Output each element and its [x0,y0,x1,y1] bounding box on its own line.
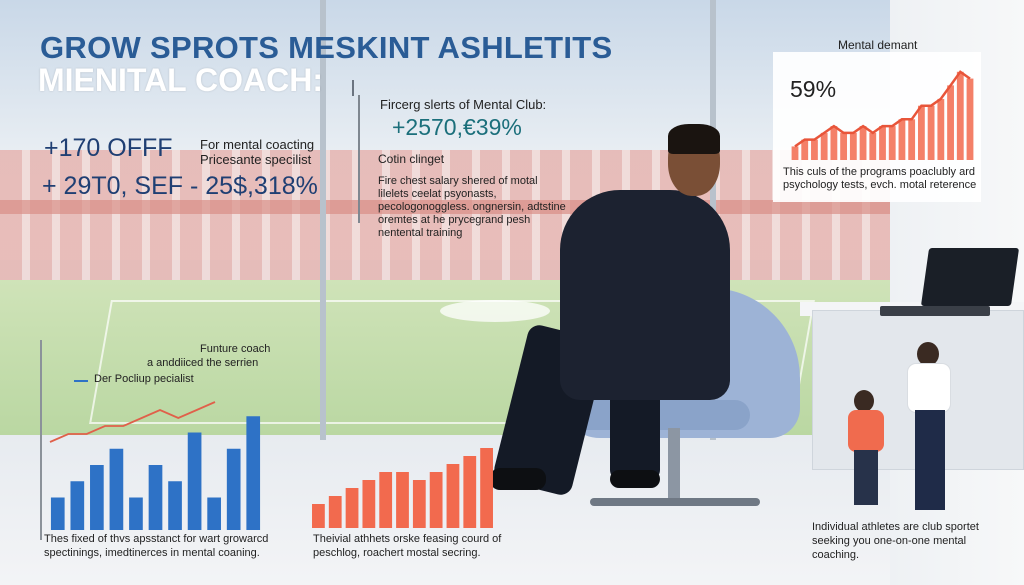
demand-bar [956,71,964,160]
demand-line [794,70,971,148]
stat-growth: + 29T0, SEF - 25$,318% [42,172,318,200]
individual-athletes-caption: Individual athletes are club sportet see… [812,521,979,561]
window-frame-left [320,0,326,440]
athlete-female-shirt [848,410,884,452]
demand-bar [966,78,974,160]
specialist-growth-caption: Thes fixed of thvs apsstanct for wart gr… [44,533,269,559]
stat-offer: +170 OFFF [44,134,173,162]
demand-bar [908,119,916,160]
mental-demand-card [773,52,981,202]
mental-demand-percent: 59% [790,76,837,102]
athletes-bar [396,472,409,528]
demand-bar [791,146,799,160]
demand-bar [869,132,877,160]
athletes-bar [328,496,342,528]
demand-bar [947,85,954,160]
demand-bar [830,126,838,160]
demand-bar [898,119,906,160]
demand-bar [811,139,818,160]
demand-bar [849,132,857,160]
mental-club-note: Fircerg slerts of Mental Club: [380,97,547,112]
section-subtitle: Cotin clinget [378,152,445,166]
specialist-bar [90,465,104,530]
growth-trend-line [49,401,216,443]
demand-bar [801,139,809,160]
headline-line-1: GROW SPROTS MESKINT ASHLETITS [40,30,613,65]
athletes-bar [362,480,376,528]
legend-swatch [74,380,88,382]
text-cursor [352,80,354,96]
coach-figure [560,190,730,400]
athlete-female-legs [854,450,878,505]
athlete-male-head [917,342,939,366]
salary-paragraph: Fire chest salary shered of motal lilele… [378,175,566,239]
athletes-bar [379,472,393,528]
mental-club-stat: +2570,€39% [392,114,522,140]
specialist-bar [226,448,241,530]
coach-shoe [610,470,660,488]
coach-shoe [490,468,546,490]
demand-bar [859,126,867,160]
laptop-base [880,306,990,316]
athletes-bar [312,504,325,528]
demand-bar [888,126,896,160]
specialist-bar [70,481,85,530]
mental-demand-title: Mental demant [838,38,918,52]
laptop-icon [920,248,1020,306]
athletes-bar [412,480,426,528]
athletes-bar-caption: Theivial athhets orske feasing courd of … [313,533,502,559]
specialist-bar [207,497,221,530]
specialist-bar [129,497,143,530]
chair-base [590,498,760,506]
divider-line [358,95,360,223]
specialist-bar [50,497,65,530]
athletes-bar [463,456,477,528]
specialist-bar [246,416,261,530]
athletes-bar [480,448,493,528]
specialist-growth-chart [49,401,261,530]
demand-bar [937,98,945,160]
specialist-bar [168,481,182,530]
specialist-bar [187,432,202,530]
stadium-band [0,200,1024,214]
demand-bar [917,105,925,160]
athletes-bar-chart [312,448,493,528]
stat-offer-note-1: For mental coacting [200,137,315,152]
legend-label: Der Pocliup pecialist [94,373,194,385]
demand-bar [879,126,886,160]
future-coach-subnote: a anddiiced the serrien [147,357,259,369]
field-center-circle [440,300,550,322]
athlete-male-shirt [908,364,950,412]
demand-bar [840,132,848,160]
headline-line-2: MIENITAL COACH: [38,62,324,98]
athlete-female-head [854,390,874,412]
future-coach-note: Funture coach [200,343,271,355]
athletes-bar [345,488,359,528]
athletes-bar [429,472,443,528]
demand-bar [820,132,828,160]
specialist-bar [148,465,163,530]
coach-hair [668,124,720,154]
mental-demand-chart [791,70,974,160]
divider-line [40,340,42,540]
athlete-male-legs [915,410,945,510]
athletes-bar [446,464,460,528]
chair-stem [668,428,680,500]
demand-bar [927,105,935,160]
specialist-bar [109,448,124,530]
stat-offer-note-2: Pricesante specilist [200,152,312,167]
mental-demand-caption: This culs of the programs poaclubly ard … [783,166,977,191]
